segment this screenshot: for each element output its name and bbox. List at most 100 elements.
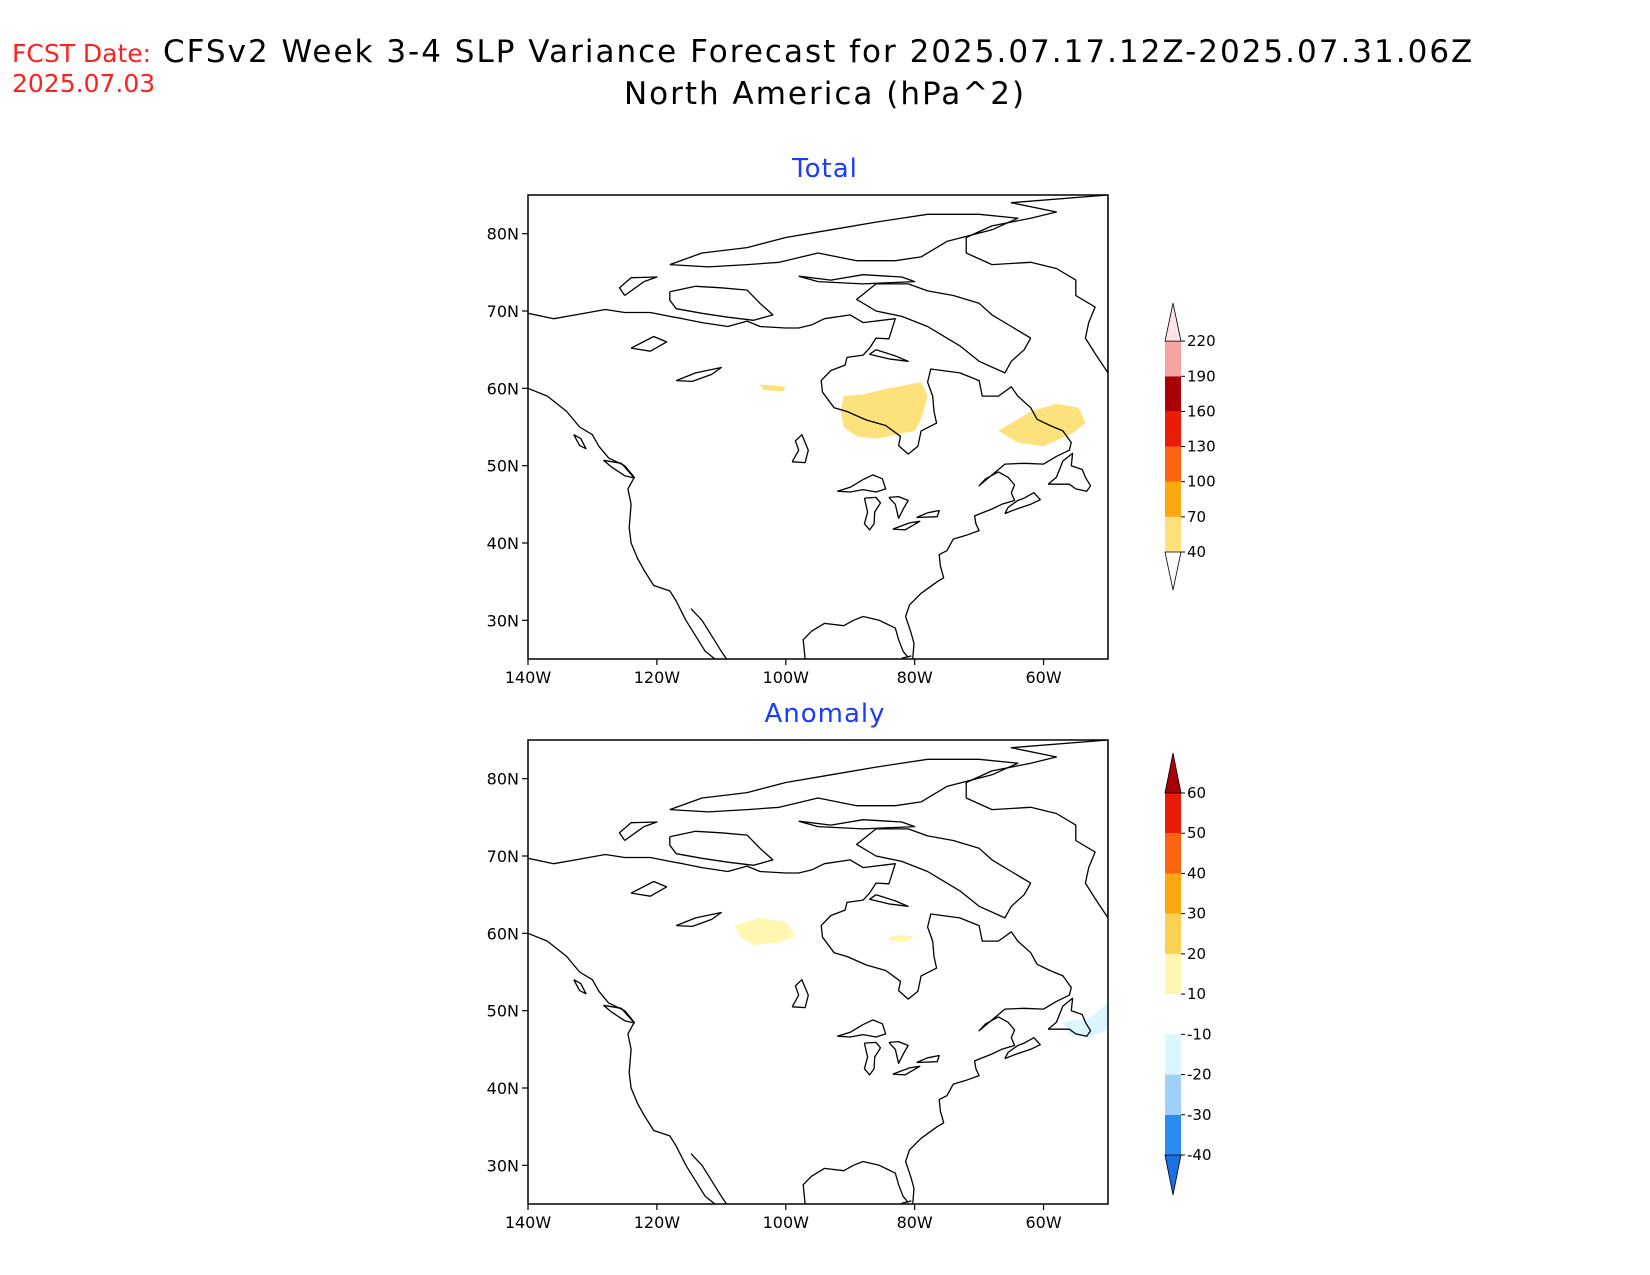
- colorbar-level-label: 50: [1187, 824, 1206, 842]
- coastline-13: [630, 880, 668, 897]
- colorbar-segment: [1165, 994, 1181, 1035]
- coastline-9: [892, 1065, 921, 1076]
- coastline-19: [798, 274, 916, 285]
- coastline-20: [965, 740, 1108, 919]
- colorbar-segment: [1165, 873, 1181, 914]
- colorbar-segment: [1165, 376, 1181, 412]
- lat-tick-label: 50N: [487, 457, 519, 476]
- colorbar-segment: [1165, 516, 1181, 552]
- lon-tick-label: 140W: [505, 668, 552, 687]
- colorbar-segment: [1165, 953, 1181, 995]
- coastline-18: [669, 213, 1019, 268]
- coastline-10: [916, 509, 940, 519]
- panel-title-total: Total: [791, 154, 858, 184]
- colorbar-level-label: 40: [1187, 543, 1206, 561]
- coastline-13: [630, 335, 668, 352]
- coastline-15: [669, 285, 774, 321]
- colorbar-level-label: 190: [1187, 367, 1216, 385]
- coastline-3: [528, 308, 1072, 659]
- coastline-2: [802, 1160, 909, 1204]
- colorbar-level-label: -40: [1187, 1146, 1212, 1164]
- lon-tick-label: 60W: [1025, 668, 1061, 687]
- colorbar-segment: [1165, 481, 1181, 517]
- lat-tick-label: 70N: [487, 302, 519, 321]
- colorbar-segment: [1165, 341, 1181, 377]
- colorbar-segment: [1165, 833, 1181, 874]
- colorbar-lower-extension: [1164, 551, 1182, 591]
- lon-tick-label: 80W: [897, 1213, 933, 1232]
- colorbar-level-label: 40: [1187, 864, 1206, 882]
- coastline-19: [798, 819, 916, 830]
- colorbar-segment: [1165, 1114, 1181, 1155]
- coastline-3: [528, 853, 1072, 1204]
- lon-tick-label: 60W: [1025, 1213, 1061, 1232]
- coastline-5: [1004, 492, 1041, 515]
- colorbar-segment: [1165, 913, 1181, 954]
- colorbar-upper-extension: [1164, 752, 1182, 794]
- anomaly-colorbar: -40 -30 -20 -10 10 20 30 40 50 60: [1164, 752, 1212, 1196]
- lat-tick-label: 60N: [487, 924, 519, 943]
- map-contents: [528, 195, 1108, 659]
- coastline-0: [528, 387, 716, 659]
- shaded-region-2: [998, 403, 1086, 447]
- coastline-14: [856, 828, 1032, 919]
- coastline-4: [1047, 452, 1092, 492]
- coastline-1: [690, 1153, 728, 1204]
- colorbar-level-label: 70: [1187, 508, 1206, 526]
- colorbar-segment: [1165, 1074, 1181, 1115]
- coastline-7: [863, 1041, 882, 1076]
- lon-tick-label: 120W: [634, 668, 681, 687]
- lat-tick-label: 80N: [487, 770, 519, 789]
- colorbar-level-label: 130: [1187, 438, 1216, 456]
- coastline-7: [863, 496, 882, 531]
- coastline-21: [602, 459, 635, 479]
- lat-tick-label: 60N: [487, 379, 519, 398]
- fcst-date-label: FCST Date:: [12, 39, 151, 68]
- map-frame: [527, 194, 1109, 660]
- colorbar-level-label: 160: [1187, 402, 1216, 420]
- map-contents: [528, 740, 1108, 1204]
- lat-tick-label: 40N: [487, 534, 519, 553]
- lat-tick-label: 50N: [487, 1002, 519, 1021]
- lon-tick-label: 80W: [897, 668, 933, 687]
- colorbar-level-label: 20: [1187, 945, 1206, 963]
- coastline-20: [965, 195, 1108, 374]
- lat-tick-label: 80N: [487, 225, 519, 244]
- coastline-9: [892, 520, 921, 531]
- coastline-16: [618, 821, 658, 842]
- lat-tick-label: 70N: [487, 847, 519, 866]
- coastline-8: [888, 495, 909, 519]
- colorbar-level-label: 100: [1187, 473, 1216, 491]
- main-title-line1: CFSv2 Week 3-4 SLP Variance Forecast for…: [163, 34, 1474, 70]
- colorbar-level-label: -10: [1187, 1025, 1212, 1043]
- coastline-18: [669, 758, 1019, 813]
- coastline-0: [528, 932, 716, 1204]
- coastline-6: [837, 474, 887, 493]
- lon-tick-label: 120W: [634, 1213, 681, 1232]
- colorbar-level-label: -30: [1187, 1106, 1212, 1124]
- coastline-8: [888, 1040, 909, 1064]
- coastline-17: [868, 349, 909, 362]
- coastline-11: [791, 979, 809, 1009]
- colorbar-segment: [1165, 793, 1181, 834]
- coastline-21: [602, 1004, 635, 1024]
- colorbar-level-label: -20: [1187, 1066, 1212, 1084]
- lat-tick-label: 40N: [487, 1079, 519, 1098]
- fcst-date-value: 2025.07.03: [12, 69, 155, 98]
- total-colorbar: 40 70 100 130 160 190 220: [1164, 303, 1216, 591]
- lon-tick-label: 140W: [505, 1213, 552, 1232]
- coastline-16: [618, 276, 658, 297]
- colorbar-segment: [1165, 411, 1181, 447]
- coastline-22: [573, 434, 587, 450]
- coastline-4: [1047, 997, 1092, 1037]
- colorbar-level-label: 30: [1187, 905, 1206, 923]
- panel-title-anomaly: Anomaly: [764, 699, 885, 729]
- coastline-12: [675, 366, 722, 383]
- colorbar-lower-extension: [1164, 1154, 1182, 1196]
- map-frame: [527, 739, 1109, 1205]
- shaded-region-1: [840, 382, 928, 439]
- coastline-23: [901, 1200, 912, 1204]
- colorbar-level-label: 10: [1187, 985, 1206, 1003]
- lon-tick-label: 100W: [763, 668, 810, 687]
- coastline-23: [901, 655, 912, 659]
